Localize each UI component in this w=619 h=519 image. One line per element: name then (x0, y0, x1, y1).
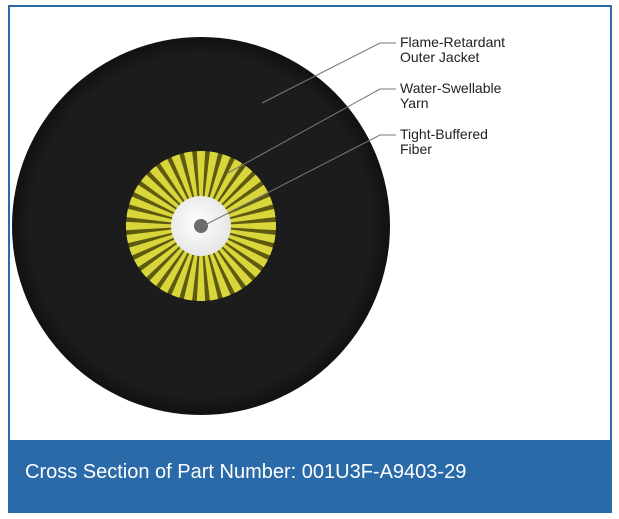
leader-line (202, 134, 396, 227)
yarn-strand (196, 226, 206, 301)
leader-line (227, 88, 396, 174)
yarn-strand (201, 221, 277, 231)
label: Yarn (400, 95, 429, 111)
caption-bar (9, 440, 611, 512)
fiber (194, 219, 208, 233)
label: Outer Jacket (400, 49, 479, 65)
leader-lines (202, 42, 396, 227)
label: Flame-Retardant (400, 34, 505, 50)
label: Tight-Buffered (400, 126, 488, 142)
yarn-strand (126, 221, 201, 231)
label: Fiber (400, 141, 432, 157)
caption: Cross Section of Part Number: 001U3F-A94… (25, 461, 466, 483)
yarn-strand (196, 151, 206, 226)
label: Water-Swellable (400, 80, 502, 96)
leader-line (261, 42, 396, 104)
